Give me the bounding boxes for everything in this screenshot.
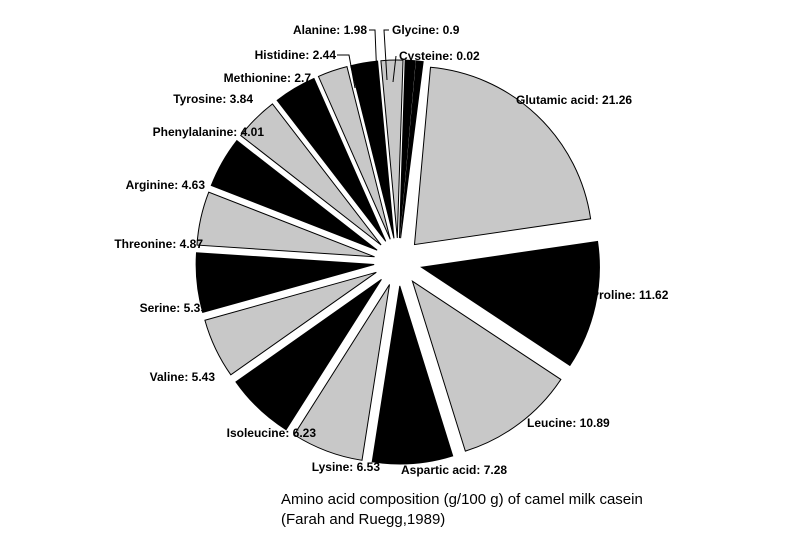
slice-label-proline: Proline: 11.62 [591,288,669,302]
pie-slices [195,59,600,465]
pie-chart: Glutamic acid: 21.26 Proline: 11.62 Leucin… [114,23,668,477]
slice-label-threonine: Threonine: 4.87 [114,237,203,251]
leader-line-cysteine [392,55,397,83]
chart-subtitle: (Farah and Ruegg,1989) [281,511,446,528]
pie-slice-alanine [380,59,404,239]
pie-slice-valine [204,271,377,376]
label-leader-lines [337,29,397,89]
pie-slice-proline [420,240,600,367]
pie-slice-glutamic-acid [413,66,592,246]
slice-label-serine: Serine: 5.39 [140,301,208,315]
pie-slice-isoleucine [235,278,382,431]
chart-caption: Amino acid composition (g/100 g) of came… [281,490,643,530]
leader-line-histidine [337,54,356,89]
slice-label-glutamic-acid: Glutamic acid: 21.26 [516,93,632,107]
pie-labels: Glutamic acid: 21.26 Proline: 11.62 Leucin… [114,23,668,477]
slice-label-methionine: Methionine: 2.7 [224,71,312,85]
leader-line-alanine [369,29,378,81]
slice-label-leucine: Leucine: 10.89 [527,416,610,430]
slice-label-valine: Valine: 5.43 [150,370,216,384]
pie-slice-aspartic-acid [371,285,454,465]
slice-label-lysine: Lysine: 6.53 [312,460,381,474]
pie-slice-lysine [293,284,391,461]
slice-label-isoleucine: Isoleucine: 6.23 [227,426,317,440]
leader-line-glycine [383,29,389,81]
pie-slice-leucine [411,279,562,452]
slice-label-glycine: Glycine: 0.9 [392,23,460,37]
slice-label-cysteine: Cysteine: 0.02 [399,49,480,63]
pie-slice-arginine [210,139,378,251]
chart-title: Amino acid composition (g/100 g) of came… [281,491,643,508]
slice-label-phenylalanine: Phenylalanine: 4.01 [153,125,265,139]
pie-slice-methionine [317,66,391,240]
pie-slice-glycine [398,59,416,239]
pie-slice-tyrosine [276,77,387,242]
slice-label-histidine: Histidine: 2.44 [255,48,337,62]
slice-label-alanine: Alanine: 1.98 [293,23,367,37]
pie-slice-cysteine [400,60,424,239]
pie-slice-serine [195,252,375,314]
slice-label-arginine: Arginine: 4.63 [126,178,206,192]
pie-slice-phenylalanine [240,103,382,246]
pie-slice-threonine [196,191,375,258]
slice-label-aspartic-acid: Aspartic acid: 7.28 [401,463,507,477]
slice-label-tyrosine: Tyrosine: 3.84 [173,92,253,106]
